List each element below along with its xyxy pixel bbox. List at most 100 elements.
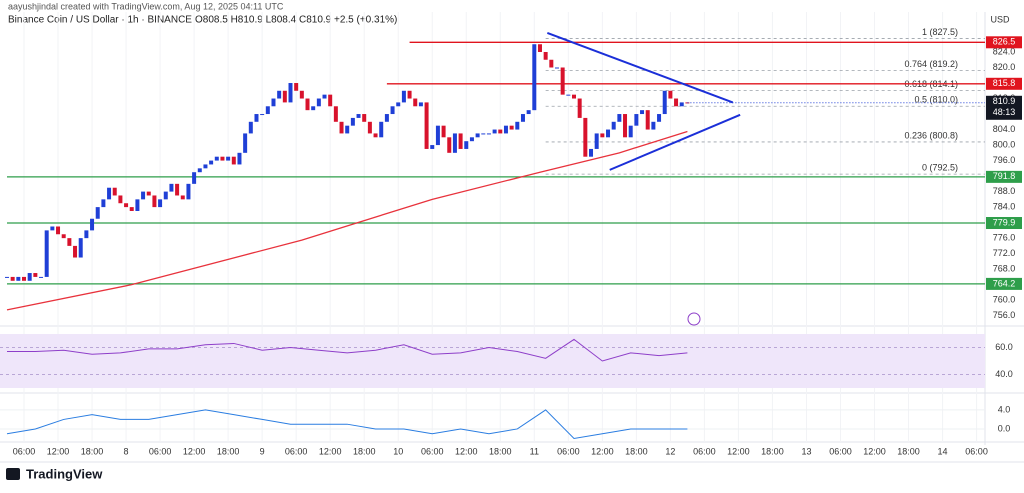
candle (628, 125, 633, 138)
candle (634, 114, 639, 126)
x-tick-label: 06:00 (285, 446, 308, 456)
candle (61, 234, 66, 239)
candle (248, 121, 253, 134)
candle (407, 90, 412, 99)
candle (481, 133, 486, 135)
price-tag-label: 779.9 (993, 217, 1016, 227)
candle (27, 273, 32, 281)
candle (73, 245, 78, 258)
last-price-label: 810.9 (993, 96, 1016, 106)
candle (452, 133, 457, 153)
candle (367, 121, 372, 134)
candle (112, 187, 117, 196)
candle (180, 195, 185, 200)
candle (220, 156, 225, 161)
candle (141, 191, 146, 200)
x-tick-label: 12:00 (183, 446, 206, 456)
candle (163, 191, 168, 200)
candle (56, 226, 61, 235)
countdown: 48:13 (993, 107, 1016, 117)
x-tick-label: 11 (530, 446, 539, 456)
candle (78, 238, 83, 258)
candle (67, 238, 72, 246)
candle (101, 199, 106, 208)
candle (577, 98, 582, 118)
candle (674, 98, 679, 107)
candle (90, 218, 95, 231)
candle (464, 141, 469, 149)
candle (288, 83, 293, 103)
candle (197, 168, 202, 173)
price-tag (986, 36, 1022, 49)
candle (396, 102, 401, 107)
y-tick-label: 756.0 (993, 310, 1016, 320)
candle (418, 102, 423, 107)
candle (135, 199, 140, 211)
candle (192, 172, 197, 184)
x-tick-label: 18:00 (489, 446, 512, 456)
price-tag (986, 77, 1022, 90)
candle (237, 152, 242, 165)
candle (379, 121, 384, 138)
candle (33, 273, 38, 277)
candle (158, 199, 163, 208)
candle (566, 94, 571, 96)
candle (146, 191, 151, 196)
x-tick-label: 12:00 (319, 446, 342, 456)
moving-average (6, 130, 688, 311)
candle (486, 133, 491, 135)
candle (560, 67, 565, 95)
candle (277, 90, 282, 99)
candle (362, 114, 367, 122)
candle (152, 195, 157, 208)
x-tick-label: 06:00 (149, 446, 172, 456)
candle (231, 156, 236, 165)
candle (435, 125, 440, 146)
candle (515, 121, 520, 130)
x-tick-label: 13 (801, 446, 811, 456)
candle (640, 110, 645, 115)
y-tick-label: 824.0 (993, 46, 1016, 56)
candle (254, 114, 259, 122)
alert-icon[interactable] (687, 312, 701, 326)
y-tick-label: 768.0 (993, 264, 1016, 274)
candle (316, 98, 321, 107)
price-tag (986, 170, 1022, 183)
x-tick-label: 18:00 (81, 446, 104, 456)
fib-label: 0.764 (819.2) (904, 59, 958, 69)
candle (554, 67, 559, 69)
chart-title: Binance Coin / US Dollar · 1h · BINANCE (8, 15, 192, 26)
candle (305, 98, 310, 111)
candle (226, 156, 231, 161)
x-tick-label: 06:00 (557, 446, 580, 456)
candle (492, 129, 497, 134)
y-tick-label: 800.0 (993, 139, 1016, 149)
x-tick-label: 12 (665, 446, 675, 456)
y-tick-label: 784.0 (993, 201, 1016, 211)
candle (458, 133, 463, 149)
candle (5, 276, 9, 278)
candle (594, 133, 599, 149)
candle (10, 276, 15, 281)
x-tick-label: 9 (260, 446, 265, 456)
candle (657, 114, 662, 122)
candle (322, 94, 327, 99)
candle (503, 125, 508, 134)
candle (475, 133, 480, 138)
candle (645, 110, 650, 130)
candle (107, 187, 112, 200)
credit: aayushjindal created with TradingView.co… (8, 1, 284, 11)
candle (356, 114, 361, 118)
candle (214, 156, 219, 161)
candle (390, 106, 395, 115)
x-tick-label: 06:00 (421, 446, 444, 456)
candle (294, 83, 299, 91)
candle (611, 121, 616, 130)
candle (260, 114, 265, 116)
candle (606, 129, 611, 138)
macd-line (6, 409, 688, 440)
x-tick-label: 12:00 (591, 446, 614, 456)
candle (186, 183, 191, 200)
y-tick-label: 796.0 (993, 155, 1016, 165)
